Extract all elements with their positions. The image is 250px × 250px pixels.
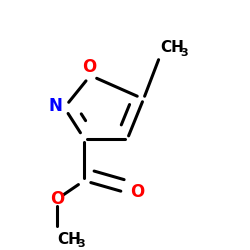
Text: O: O: [82, 58, 96, 76]
Text: CH: CH: [58, 232, 81, 247]
Text: 3: 3: [180, 48, 188, 58]
Text: CH: CH: [160, 40, 184, 55]
Text: O: O: [130, 183, 144, 201]
Text: O: O: [50, 190, 64, 208]
Text: 3: 3: [77, 239, 85, 249]
Text: N: N: [48, 98, 62, 116]
